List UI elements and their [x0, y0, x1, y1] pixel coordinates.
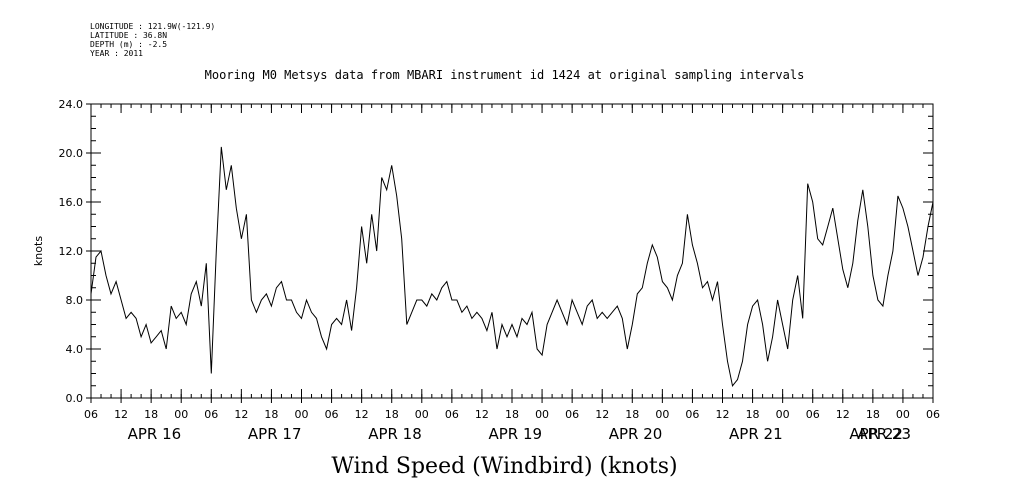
- day-label: APR 20: [609, 425, 663, 443]
- x-tick-label: 00: [896, 408, 910, 421]
- x-tick-label: 06: [926, 408, 940, 421]
- x-tick-label: 00: [776, 408, 790, 421]
- meta-depth: DEPTH (m) : -2.5: [90, 40, 168, 49]
- x-tick-label: 18: [505, 408, 519, 421]
- x-tick-label: 00: [415, 408, 429, 421]
- y-tick-label: 20.0: [59, 147, 84, 160]
- day-label: APR 22: [849, 425, 903, 443]
- chart-title: Mooring M0 Metsys data from MBARI instru…: [204, 68, 805, 82]
- plot-frame: [90, 103, 934, 399]
- day-label: APR 19: [488, 425, 542, 443]
- chart-caption: Wind Speed (Windbird) (knots): [331, 454, 678, 479]
- x-tick-label: 18: [625, 408, 639, 421]
- meta-latitude: LATITUDE : 36.8N: [90, 31, 168, 40]
- x-tick-label: 06: [204, 408, 218, 421]
- day-label: APR 17: [248, 425, 302, 443]
- y-tick-label: 16.0: [59, 196, 84, 209]
- x-tick-label: 06: [445, 408, 459, 421]
- x-tick-label: 18: [746, 408, 760, 421]
- x-tick-label: 00: [535, 408, 549, 421]
- meta-year: YEAR : 2011: [90, 49, 143, 58]
- x-tick-label: 12: [716, 408, 730, 421]
- x-tick-label: 06: [565, 408, 579, 421]
- y-tick-label: 4.0: [66, 343, 84, 356]
- x-tick-label: 12: [475, 408, 489, 421]
- x-tick-label: 06: [685, 408, 699, 421]
- x-tick-label: 18: [264, 408, 278, 421]
- day-label: APR 21: [729, 425, 783, 443]
- series-line-wind-speed: [90, 146, 934, 387]
- x-tick-label: 00: [295, 408, 309, 421]
- y-tick-label: 8.0: [66, 294, 84, 307]
- x-tick-label: 18: [385, 408, 399, 421]
- x-tick-label: 12: [836, 408, 850, 421]
- x-tick-label: 06: [84, 408, 98, 421]
- metadata-block: LONGITUDE : 121.9W(-121.9) LATITUDE : 36…: [90, 22, 215, 58]
- x-tick-label: 18: [866, 408, 880, 421]
- x-tick-label: 06: [325, 408, 339, 421]
- y-tick-label: 24.0: [59, 98, 84, 111]
- x-tick-label: 12: [114, 408, 128, 421]
- y-tick-label: 12.0: [59, 245, 84, 258]
- x-tick-label: 12: [234, 408, 248, 421]
- day-label: APR 23: [857, 425, 911, 443]
- x-tick-label: 18: [144, 408, 158, 421]
- x-tick-label: 12: [595, 408, 609, 421]
- y-tick-label: 0.0: [66, 392, 84, 405]
- x-tick-label: 00: [655, 408, 669, 421]
- x-tick-label: 12: [355, 408, 369, 421]
- meta-longitude: LONGITUDE : 121.9W(-121.9): [90, 22, 216, 31]
- y-axis-title: knots: [32, 236, 45, 266]
- day-label: APR 16: [128, 425, 182, 443]
- x-tick-label: 00: [174, 408, 188, 421]
- x-tick-label: 06: [806, 408, 820, 421]
- day-label: APR 18: [368, 425, 422, 443]
